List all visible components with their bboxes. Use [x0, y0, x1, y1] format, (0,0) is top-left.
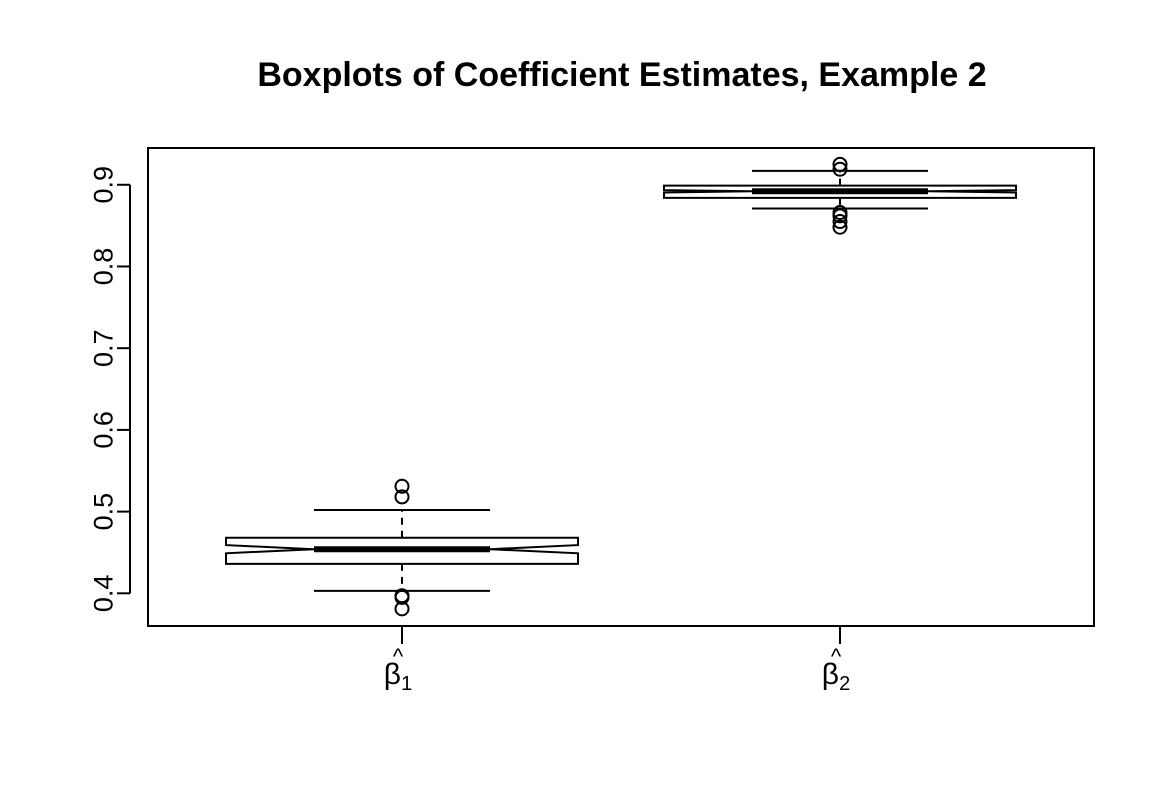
y-tick-label: 0.6 [88, 411, 118, 449]
y-tick-label: 0.7 [88, 329, 118, 367]
y-tick-label: 0.4 [88, 575, 118, 613]
box-1 [225, 478, 579, 617]
outlier-point [394, 478, 410, 494]
outlier-point [832, 205, 848, 221]
x-tick-label: β1 [384, 658, 412, 695]
outlier-point [394, 588, 410, 604]
x-tick-label: β2 [822, 658, 850, 695]
outlier-point [832, 156, 848, 172]
chart-title: Boxplots of Coefficient Estimates, Examp… [257, 56, 986, 94]
y-tick-label: 0.5 [88, 493, 118, 531]
y-tick-label: 0.9 [88, 166, 118, 204]
x-tick-label-hat: ^ [393, 644, 404, 669]
outlier-point [832, 214, 848, 230]
x-axis: β1^β2^ [384, 626, 850, 695]
outlier-point [832, 161, 848, 177]
y-tick-label: 0.8 [88, 248, 118, 286]
y-axis: 0.4 0.5 0.6 0.7 0.8 0.9 [88, 166, 131, 613]
plot-frame [147, 147, 1095, 627]
x-tick-label-hat: ^ [831, 644, 842, 669]
box-2 [663, 156, 1017, 235]
boxes [225, 156, 1017, 617]
outlier-point [832, 219, 848, 235]
outlier-point [394, 489, 410, 505]
